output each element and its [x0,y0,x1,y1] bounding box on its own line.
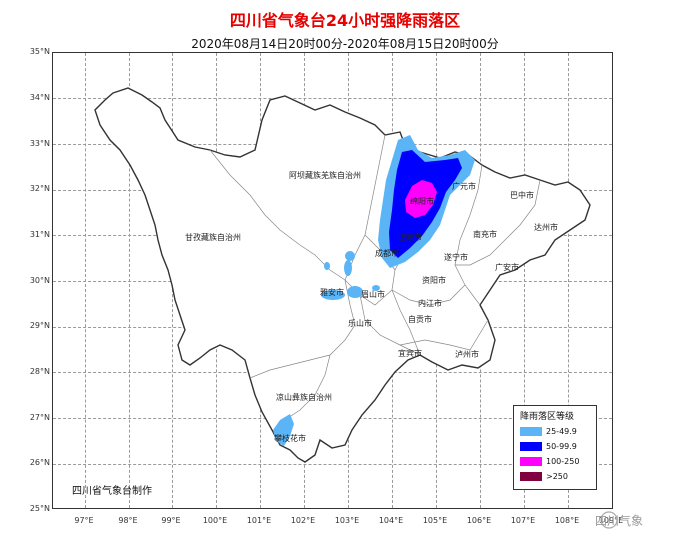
rain-zone-25-49 [372,285,380,291]
label-ganzi: 甘孜藏族自治州 [185,233,241,242]
lon-label-98: 98°E [118,516,138,525]
rain-zone-25-49 [345,251,355,261]
lon-label-103: 103°E [334,516,360,525]
lat-label-35: 35°N [29,47,50,56]
producer-label: 四川省气象台制作 [72,486,152,497]
grid-line [568,53,569,508]
label-guangyuan: 广元市 [452,182,476,191]
boundary-liangshan-south [284,354,331,421]
grid-line [129,53,130,508]
grid-line [524,53,525,508]
lon-label-105: 105°E [422,516,448,525]
lat-label-34: 34°N [29,93,50,102]
legend-label: 50-99.9 [546,442,577,451]
boundary-basin-3 [455,179,541,266]
legend-swatch [520,442,542,451]
lat-label-33: 33°N [29,139,50,148]
label-zigong: 自贡市 [408,315,432,324]
label-deyang: 德阳市 [398,233,422,242]
lon-label-104: 104°E [378,516,404,525]
lon-label-109: 109°E [598,516,624,525]
lat-label-30: 30°N [29,276,50,285]
watermark: 四川气象 [595,514,644,528]
rain-zone-100-250 [405,180,437,218]
grid-line [53,98,612,99]
legend-label: 25-49.9 [546,427,577,436]
rain-zone-25-49 [321,290,345,300]
legend-swatch [520,472,542,481]
legend-label: >250 [546,472,568,481]
label-neijiang: 内江市 [418,299,442,308]
lat-label-31: 31°N [29,230,50,239]
label-dazhou: 达州市 [534,223,558,232]
label-mianyang: 绵阳市 [410,197,434,206]
label-luzhou: 泸州市 [455,350,479,359]
lat-label-27: 27°N [29,413,50,422]
grid-line [53,464,612,465]
label-aba: 阿坝藏族羌族自治州 [289,171,361,180]
boundary-basin-7 [359,294,421,356]
lat-label-32: 32°N [29,184,50,193]
label-ziyang: 资阳市 [422,276,446,285]
legend-item: 50-99.9 [520,441,577,452]
rainfall-zones [273,135,475,446]
legend-swatch [520,427,542,436]
lon-label-102: 102°E [290,516,316,525]
legend-label: 100-250 [546,457,580,466]
label-nanchong: 南充市 [473,230,497,239]
legend-title: 降雨落区等级 [520,412,575,422]
lon-label-106: 106°E [466,516,492,525]
map-subtitle: 2020年08月14日20时00分-2020年08月15日20时00分 [191,37,499,51]
rain-zone-25-49 [324,262,330,270]
label-meishan: 眉山市 [361,290,385,299]
grid-line [85,53,86,508]
sichuan-province-outline [94,87,591,463]
lon-label-99: 99°E [161,516,181,525]
legend-item: 25-49.9 [520,426,577,437]
lon-label-97: 97°E [74,516,94,525]
lon-label-100: 100°E [202,516,228,525]
lat-label-25: 25°N [29,504,50,513]
label-suining: 遂宁市 [444,253,468,262]
boundary-basin-4 [391,284,466,306]
label-yaan: 雅安市 [320,288,344,297]
legend-item: >250 [520,471,568,482]
lon-label-107: 107°E [510,516,536,525]
label-bazhong: 巴中市 [510,191,534,200]
label-panzhihua: 攀枝花市 [274,434,306,443]
lon-label-108: 108°E [554,516,580,525]
rain-zone-25-49 [344,260,352,276]
map-title: 四川省气象台24小时强降雨落区 [229,11,461,30]
rain-zone-25-49 [347,286,363,298]
legend: 降雨落区等级 25-49.9 50-99.9 100-250 >250 [513,405,597,490]
lon-label-101: 101°E [246,516,272,525]
label-guangan: 广安市 [495,263,519,272]
label-liangshan: 凉山彝族自治州 [276,393,332,402]
label-yibin: 宜宾市 [398,349,422,358]
lat-label-26: 26°N [29,458,50,467]
legend-swatch [520,457,542,466]
rain-zone-25-49 [273,414,294,446]
legend-item: 100-250 [520,456,579,467]
boundary-aba-east [344,134,386,281]
label-leshan: 乐山市 [348,319,372,328]
lat-label-28: 28°N [29,367,50,376]
watermark-icon [600,511,618,529]
label-chengdu: 成都市 [375,249,399,258]
boundary-basin-8 [399,319,489,351]
lat-label-29: 29°N [29,321,50,330]
